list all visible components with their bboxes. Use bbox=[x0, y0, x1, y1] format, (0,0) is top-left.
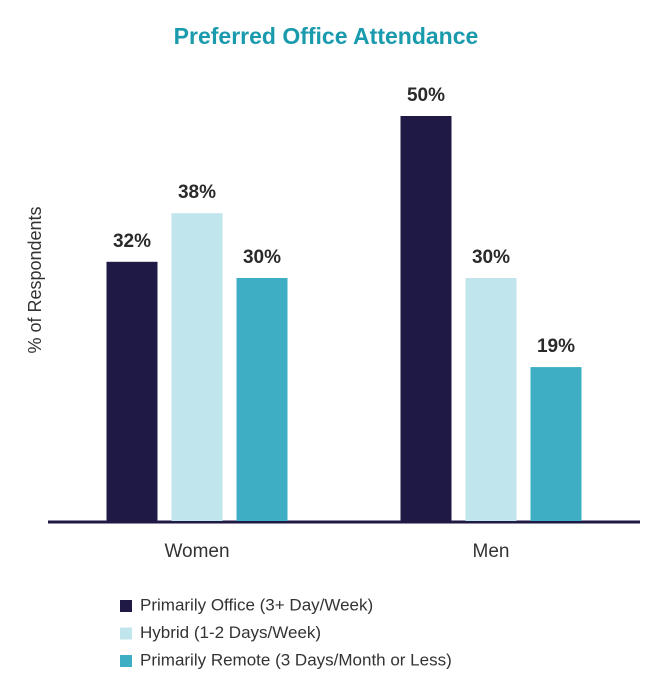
value-label: 30% bbox=[243, 247, 281, 268]
bar bbox=[530, 367, 582, 521]
bar bbox=[400, 116, 452, 521]
legend-label: Hybrid (1-2 Days/Week) bbox=[140, 623, 321, 642]
x-tick-label: Women bbox=[164, 541, 229, 562]
bar bbox=[236, 278, 288, 521]
bar bbox=[465, 278, 517, 521]
legend-swatch bbox=[120, 600, 132, 612]
value-label: 30% bbox=[472, 247, 510, 268]
bar bbox=[106, 261, 158, 521]
chart-title: Preferred Office Attendance bbox=[174, 23, 479, 49]
value-label: 50% bbox=[407, 85, 445, 106]
legend-swatch bbox=[120, 627, 132, 640]
value-label: 38% bbox=[178, 182, 216, 203]
value-label: 19% bbox=[537, 336, 575, 357]
legend-swatch bbox=[120, 655, 132, 667]
x-tick-label: Men bbox=[473, 541, 510, 562]
bar bbox=[171, 213, 223, 521]
y-axis-title: % of Respondents bbox=[25, 206, 45, 353]
value-label: 32% bbox=[113, 231, 151, 252]
legend-label: Primarily Remote (3 Days/Month or Less) bbox=[140, 650, 452, 669]
legend-label: Primarily Office (3+ Day/Week) bbox=[140, 595, 373, 614]
